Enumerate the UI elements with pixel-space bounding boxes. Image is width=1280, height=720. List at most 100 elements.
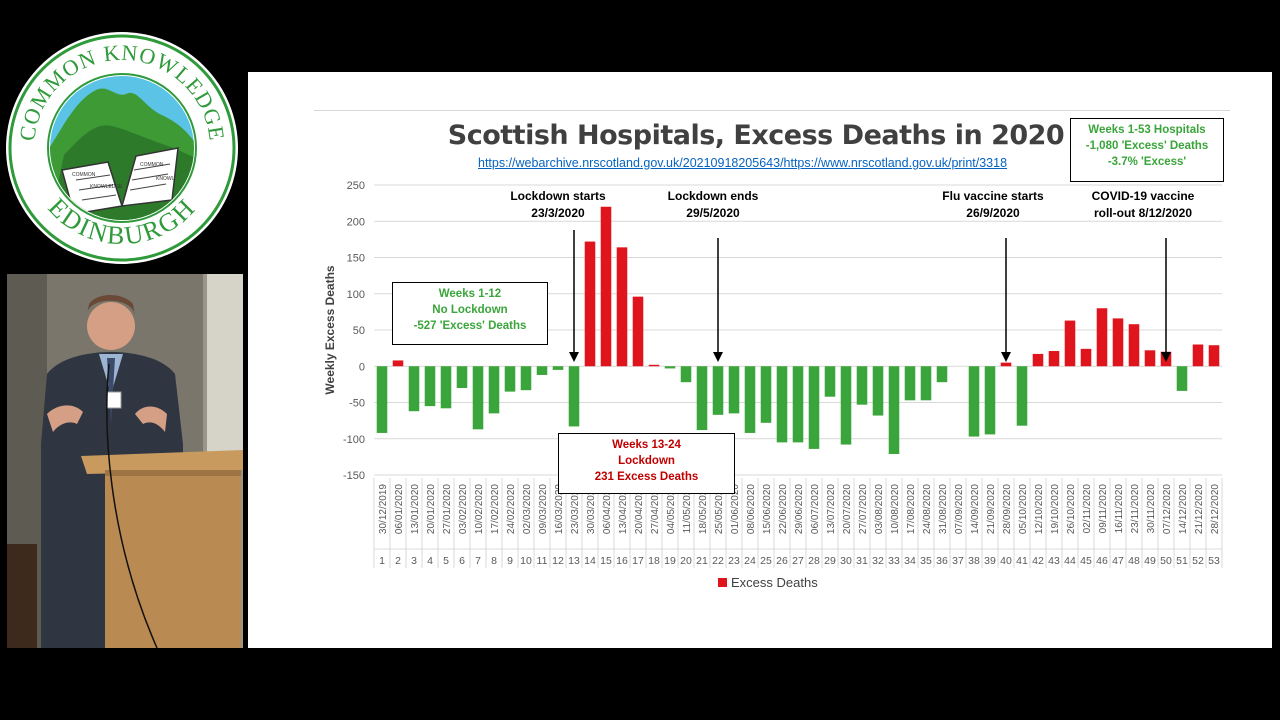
bar [1016,366,1028,426]
x-tick-label: 30/03/2020 [586,484,597,534]
week-number-label: 42 [1032,555,1044,567]
bar [712,366,724,415]
x-tick-label: 08/06/2020 [746,484,757,534]
bar [792,366,804,443]
y-tick-label: -100 [343,434,365,446]
x-tick-label: 13/04/2020 [618,484,629,534]
x-tick-label: 06/07/2020 [810,484,821,534]
y-tick-label: 100 [347,289,365,301]
week-number-label: 3 [411,555,417,567]
week-number-label: 52 [1192,555,1204,567]
bar [824,366,836,397]
footer-url[interactable]: https://freedompodcast.substack.com/ [930,626,1200,643]
bar [728,366,740,414]
bar [1112,318,1124,367]
x-tick-label: 05/10/2020 [1018,484,1029,534]
event-date: 23/3/2020 [531,206,585,220]
week-number-label: 34 [904,555,916,567]
x-tick-label: 15/06/2020 [762,484,773,534]
bar [1080,348,1092,367]
week-number-label: 7 [475,555,481,567]
bar [1032,353,1044,367]
x-tick-label: 24/08/2020 [922,484,933,534]
event-arrow-head [713,352,723,362]
x-tick-label: 16/03/2020 [554,484,565,534]
source-link[interactable]: https://webarchive.nrscotland.gov.uk/202… [478,156,1008,170]
bar [536,366,548,375]
week-number-label: 47 [1112,555,1124,567]
event-arrow-head [1161,352,1171,362]
event-label: COVID-19 vaccine [1091,189,1195,203]
x-tick-label: 20/04/2020 [634,484,645,534]
bar [808,366,820,449]
weeks-13-24-line: Lockdown [618,455,675,467]
y-tick-label: 0 [359,361,365,373]
week-number-label: 6 [459,555,465,567]
week-number-label: 36 [936,555,948,567]
week-number-label: 8 [491,555,497,567]
week-number-label: 49 [1144,555,1156,567]
x-tick-label: 06/01/2020 [394,484,405,534]
weeks-1-12-line: No Lockdown [432,304,508,316]
chart-title: Scottish Hospitals, Excess Deaths in 202… [447,120,1065,151]
bar [1208,345,1220,367]
bar [376,366,388,433]
x-tick-label: 24/02/2020 [506,484,517,534]
x-tick-label: 02/03/2020 [522,484,533,534]
x-tick-label: 22/06/2020 [778,484,789,534]
week-number-label: 1 [379,555,385,567]
x-tick-label: 13/07/2020 [826,484,837,534]
week-number-label: 33 [888,555,900,567]
x-tick-label: 26/10/2020 [1066,484,1077,534]
bar [600,206,612,367]
week-number-label: 37 [952,555,964,567]
x-tick-label: 17/02/2020 [490,484,501,534]
week-number-label: 20 [680,555,692,567]
speaker-at-podium-icon [7,274,243,648]
week-number-label: 13 [568,555,580,567]
week-number-label: 44 [1064,555,1076,567]
week-number-label: 43 [1048,555,1060,567]
bar [408,366,420,412]
week-number-label: 40 [1000,555,1012,567]
week-number-label: 18 [648,555,660,567]
week-number-label: 50 [1160,555,1172,567]
y-tick-label: 150 [347,253,365,265]
bar [1192,344,1204,367]
legend-label: Excess Deaths [731,575,818,590]
bar [584,241,596,367]
bar [632,296,644,367]
bar [888,366,900,454]
x-tick-label: 06/04/2020 [602,484,613,534]
week-number-label: 14 [584,555,596,567]
x-tick-label: 16/11/2020 [1114,484,1125,534]
book-word: COMMON [140,162,164,168]
week-number-label: 10 [520,555,532,567]
bar [1064,320,1076,367]
event-label: Flu vaccine starts [942,189,1044,203]
event-label: Lockdown ends [667,189,759,203]
book-word: KNOWL [156,176,175,182]
bar [840,366,852,445]
bar [760,366,772,423]
week-number-label: 24 [744,555,756,567]
y-axis-label: Weekly Excess Deaths [323,265,337,395]
bar [520,366,532,391]
book-icon: COMMON KNOWLEDGE COMMON KNOWL [61,147,179,215]
x-tick-label: 03/02/2020 [458,484,469,534]
week-number-label: 46 [1096,555,1108,567]
presentation-slide: Scottish Hospitals, Excess Deaths in 202… [248,72,1272,648]
week-number-label: 23 [728,555,740,567]
event-lockdown-end: Lockdown ends 29/5/2020 [653,188,773,222]
x-tick-label: 04/05/2020 [666,484,677,534]
week-number-label: 32 [872,555,884,567]
event-arrow-head [569,352,579,362]
week-number-label: 51 [1176,555,1188,567]
bar [872,366,884,416]
week-number-label: 30 [840,555,852,567]
week-number-label: 21 [696,555,708,567]
x-tick-label: 10/08/2020 [890,484,901,534]
legend-swatch [718,578,727,587]
x-tick-label: 29/06/2020 [794,484,805,534]
